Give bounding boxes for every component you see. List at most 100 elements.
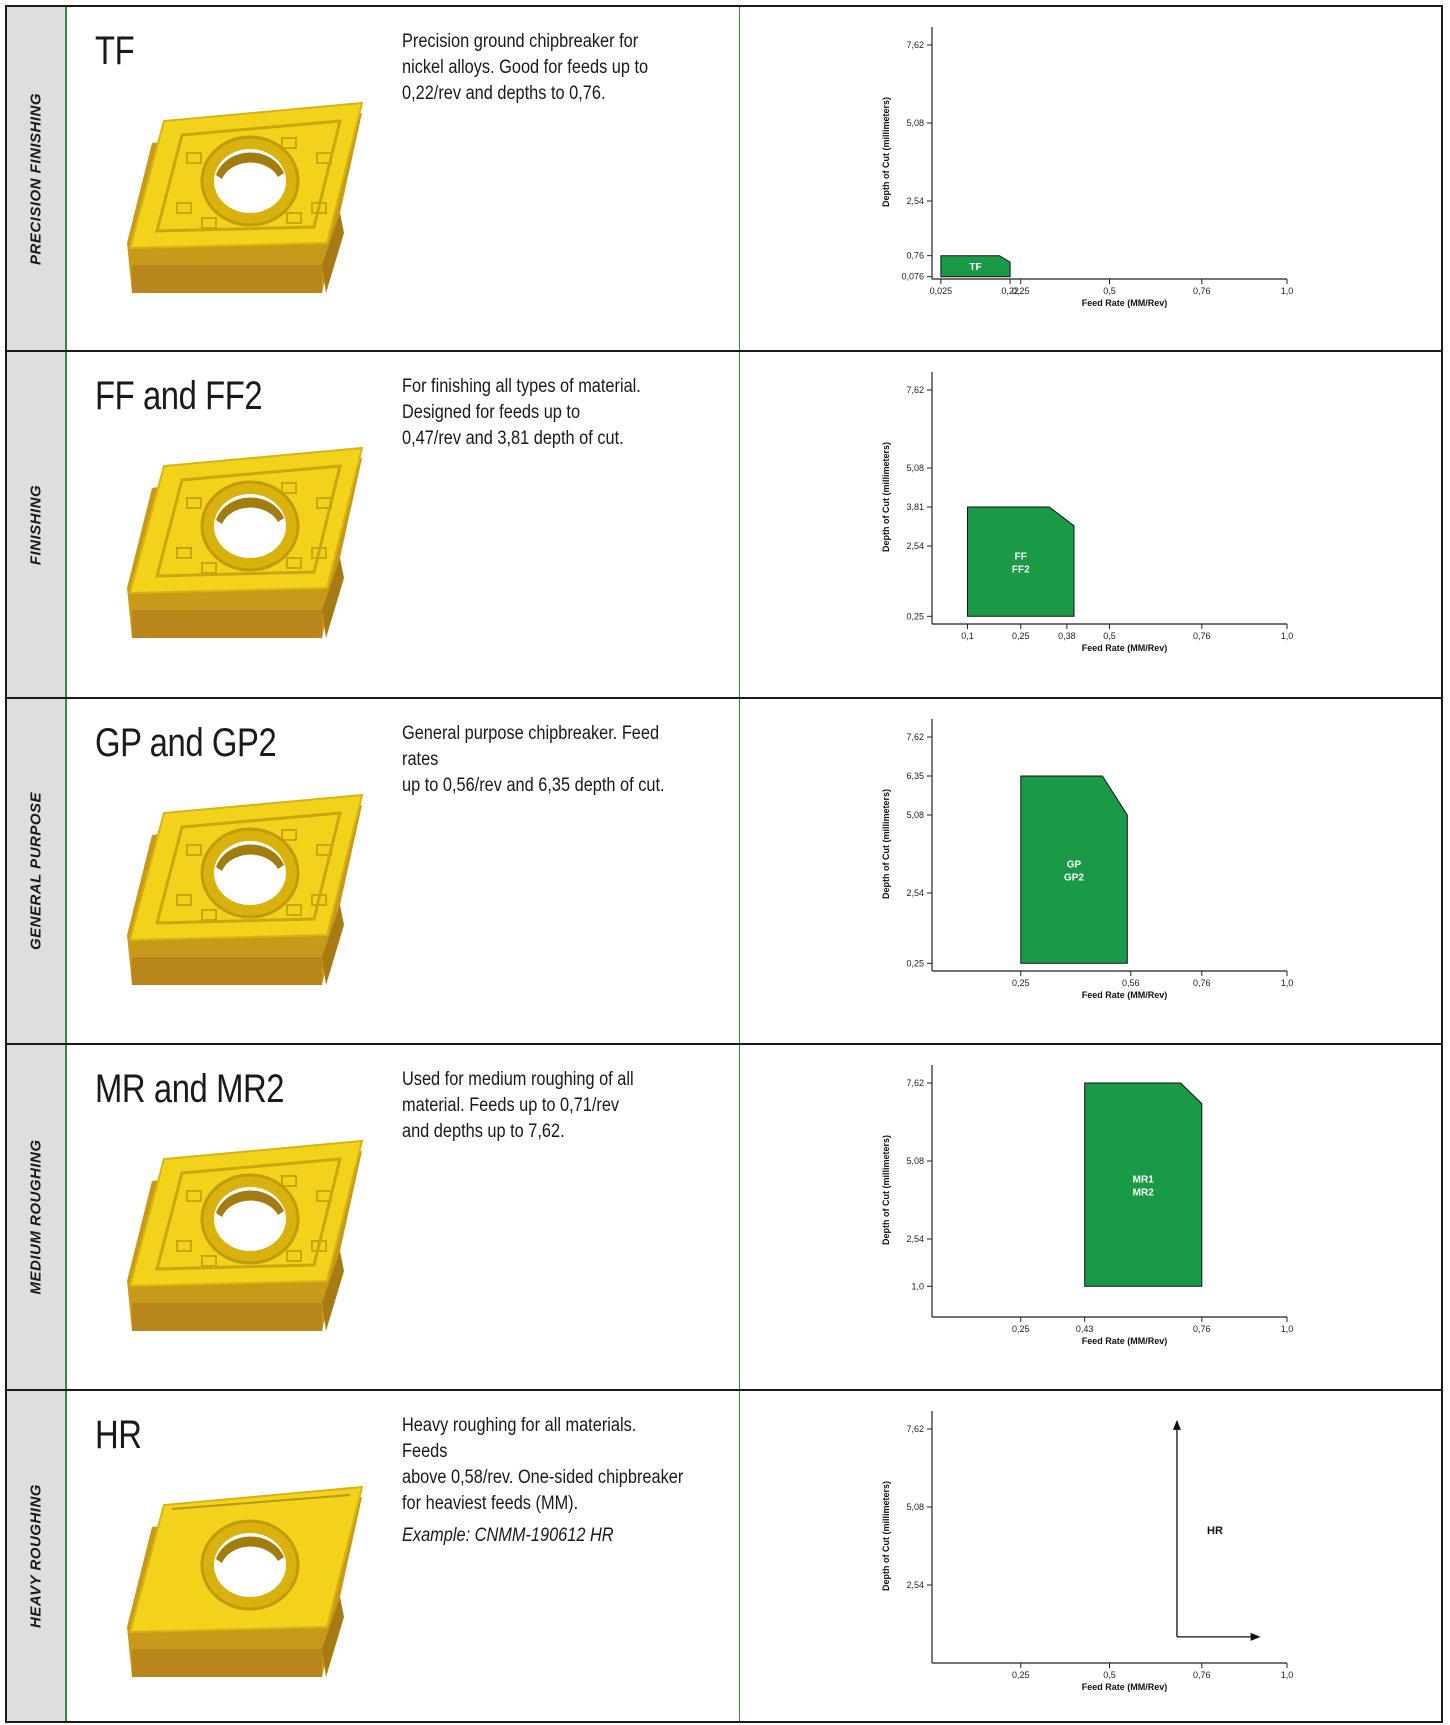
diamond-insert-icon bbox=[127, 1485, 364, 1677]
chipbreaker-title: MR and MR2 bbox=[95, 1067, 285, 1111]
x-tick-label: 0,25 bbox=[1012, 286, 1030, 296]
example-text: Example: CNMM-190612 HR bbox=[402, 1525, 614, 1546]
region-label: MR1 bbox=[1133, 1175, 1155, 1186]
x-tick-label: 0,25 bbox=[1012, 1324, 1030, 1334]
y-tick-label: 7,62 bbox=[906, 1078, 924, 1088]
region-label: HR bbox=[1207, 1525, 1223, 1537]
y-tick-label: 2,54 bbox=[906, 1234, 924, 1244]
chipbreaker-description: Used for medium roughing of all material.… bbox=[402, 1067, 686, 1145]
y-tick-label: 5,08 bbox=[906, 118, 924, 128]
operating-region bbox=[940, 255, 1011, 278]
y-tick-label: 5,08 bbox=[906, 810, 924, 820]
description-line: Used for medium roughing of all bbox=[402, 1069, 634, 1090]
y-tick-label: 0,76 bbox=[906, 251, 924, 261]
y-tick-label: 0,25 bbox=[906, 611, 924, 621]
category-label: HEAVY ROUGHING bbox=[27, 1484, 45, 1628]
y-tick-label: 2,54 bbox=[906, 1580, 924, 1590]
x-tick-label: 0,025 bbox=[930, 286, 953, 296]
region-label: TF bbox=[969, 262, 981, 273]
x-tick-label: 1,0 bbox=[1281, 631, 1294, 641]
description-line: 0,22/rev and depths to 0,76. bbox=[402, 83, 606, 104]
y-tick-label: 2,54 bbox=[906, 196, 924, 206]
category-sidebar: FINISHING bbox=[7, 352, 67, 697]
chipbreaker-title: FF and FF2 bbox=[95, 374, 263, 418]
x-axis-label: Feed Rate (MM/Rev) bbox=[1082, 643, 1168, 653]
description-line: For finishing all types of material. bbox=[402, 376, 641, 397]
region-label: GP bbox=[1067, 860, 1082, 871]
x-tick-label: 1,0 bbox=[1281, 1324, 1294, 1334]
chipbreaker-row: PRECISION FINISHING TF Precision ground ch… bbox=[5, 5, 1443, 350]
x-tick-label: 0,5 bbox=[1103, 286, 1116, 296]
chipbreaker-row: MEDIUM ROUGHING MR and MR2 Used for medium… bbox=[5, 1043, 1443, 1389]
y-tick-label: 7,62 bbox=[906, 40, 924, 50]
region-label: GP2 bbox=[1064, 873, 1084, 884]
x-tick-label: 0,38 bbox=[1058, 631, 1076, 641]
x-tick-label: 0,25 bbox=[1012, 1670, 1030, 1680]
arrow-head-icon bbox=[1250, 1632, 1261, 1641]
feed-depth-chart: GP GP2 0,25 0,56 0,76 1,0 0,25 2,54 5,08 6,35 7,62… bbox=[881, 719, 1293, 1000]
y-tick-label: 0,25 bbox=[906, 958, 924, 968]
y-tick-label: 5,08 bbox=[906, 1502, 924, 1512]
operating-region bbox=[1084, 1082, 1203, 1287]
y-axis-label: Depth of Cut (millimeters) bbox=[881, 1135, 891, 1245]
y-tick-label: 5,08 bbox=[906, 463, 924, 473]
chipbreaker-row: HEAVY ROUGHING HR Heavy roughing for all m… bbox=[5, 1389, 1443, 1723]
description-line: Precision ground chipbreaker for bbox=[402, 31, 639, 52]
arrow-head-icon bbox=[1172, 1419, 1181, 1430]
y-tick-label: 2,54 bbox=[906, 888, 924, 898]
y-tick-label: 6,35 bbox=[906, 771, 924, 781]
region-label: FF bbox=[1015, 552, 1027, 563]
y-tick-label: 7,62 bbox=[906, 1424, 924, 1434]
diamond-insert-icon bbox=[127, 793, 364, 985]
description-line: above 0,58/rev. One-sided chipbreaker bbox=[402, 1467, 684, 1488]
column-divider bbox=[739, 1391, 740, 1721]
chipbreaker-description: General purpose chipbreaker. Feed rates u… bbox=[402, 721, 686, 799]
x-tick-label: 1,0 bbox=[1281, 1670, 1294, 1680]
x-tick-label: 0,76 bbox=[1193, 286, 1211, 296]
region-label: FF2 bbox=[1012, 565, 1030, 576]
chipbreaker-row: FINISHING FF and FF2 For finishing all typ… bbox=[5, 350, 1443, 697]
x-tick-label: 0,1 bbox=[961, 631, 974, 641]
y-axis-label: Depth of Cut (millimeters) bbox=[881, 442, 891, 552]
description-line: up to 0,56/rev and 6,35 depth of cut. bbox=[402, 775, 665, 796]
x-axis-label: Feed Rate (MM/Rev) bbox=[1082, 1336, 1168, 1346]
chipbreaker-description: Precision ground chipbreaker for nickel a… bbox=[402, 29, 686, 107]
x-axis-label: Feed Rate (MM/Rev) bbox=[1082, 1682, 1168, 1692]
x-tick-label: 0,25 bbox=[1012, 631, 1030, 641]
x-tick-label: 0,5 bbox=[1103, 631, 1116, 641]
x-tick-label: 0,25 bbox=[1012, 978, 1030, 988]
y-tick-label: 3,81 bbox=[906, 502, 924, 512]
description-line: and depths up to 7,62. bbox=[402, 1121, 565, 1142]
y-tick-label: 0,076 bbox=[901, 272, 924, 282]
x-tick-label: 0,56 bbox=[1122, 978, 1140, 988]
x-tick-label: 0,43 bbox=[1076, 1324, 1094, 1334]
category-label: PRECISION FINISHING bbox=[27, 92, 45, 265]
chipbreaker-description: For finishing all types of material. Desi… bbox=[402, 374, 686, 452]
region-label: MR2 bbox=[1133, 1188, 1155, 1199]
category-label: MEDIUM ROUGHING bbox=[27, 1139, 45, 1295]
description-line: General purpose chipbreaker. Feed rates bbox=[402, 723, 660, 770]
chipbreaker-title: GP and GP2 bbox=[95, 721, 277, 765]
category-sidebar: GENERAL PURPOSE bbox=[7, 699, 67, 1043]
category-sidebar: HEAVY ROUGHING bbox=[7, 1391, 67, 1721]
feed-depth-chart: MR1 MR2 0,25 0,43 0,76 1,0 1,0 2,54 5,08 7,62 Feed… bbox=[881, 1065, 1294, 1346]
column-divider bbox=[739, 7, 740, 350]
x-tick-label: 0,76 bbox=[1193, 631, 1211, 641]
x-axis-label: Feed Rate (MM/Rev) bbox=[1082, 990, 1168, 1000]
chipbreaker-title: TF bbox=[95, 29, 135, 73]
x-tick-label: 0,76 bbox=[1193, 1670, 1211, 1680]
y-tick-label: 2,54 bbox=[906, 541, 924, 551]
chipbreaker-row: GENERAL PURPOSE GP and GP2 General purpose… bbox=[5, 697, 1443, 1043]
chipbreaker-description: Heavy roughing for all materials. Feeds a… bbox=[402, 1413, 686, 1549]
x-axis-label: Feed Rate (MM/Rev) bbox=[1082, 298, 1168, 308]
feed-depth-chart: HR 0,25 0,5 0,76 1,0 2,54 5,08 7,62 Feed Rate (M… bbox=[881, 1411, 1294, 1692]
feed-depth-chart: TF 0,025 0,220,25 0,5 0,76 1,0 0,076 0,76 2,54 5,… bbox=[881, 27, 1293, 308]
y-axis-label: Depth of Cut (millimeters) bbox=[881, 789, 891, 899]
y-tick-label: 5,08 bbox=[906, 1156, 924, 1166]
diamond-insert-icon bbox=[127, 446, 364, 638]
column-divider bbox=[739, 699, 740, 1043]
category-sidebar: PRECISION FINISHING bbox=[7, 7, 67, 350]
category-label: FINISHING bbox=[27, 484, 45, 565]
chipbreaker-title: HR bbox=[95, 1413, 142, 1457]
